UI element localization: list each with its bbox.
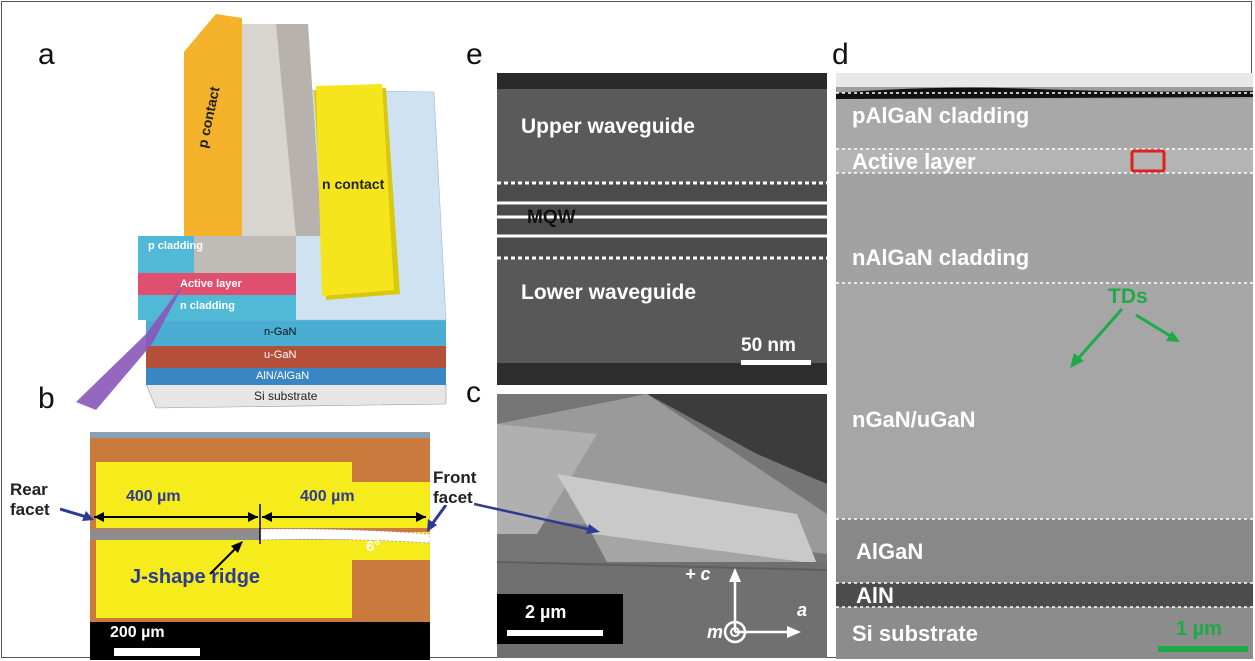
axis-a-label: a (797, 600, 808, 620)
panel-a-schematic: p contact n contact p cladding Active la… (76, 4, 456, 410)
panel-d-cross-section: pAlGaN cladding Active layer nAlGaN clad… (836, 73, 1253, 659)
aln-layer (146, 367, 446, 385)
region-marker (1130, 149, 1166, 173)
panel-label-b: b (38, 382, 55, 415)
layer-label-2: nAlGaN cladding (852, 245, 1030, 270)
front-facet-arrow (427, 505, 448, 532)
active-layer-block (138, 272, 296, 295)
axis-m-label: m (707, 622, 724, 642)
scale-label-c: 2 µm (525, 602, 567, 622)
ugan-layer (146, 345, 446, 368)
layer-label-0: pAlGaN cladding (852, 103, 1030, 128)
device-schematic (76, 14, 447, 410)
ugan-label: u-GaN (264, 349, 297, 361)
rear-facet-arrow (60, 507, 94, 521)
ridge-top (557, 474, 817, 564)
sem-facet-image (497, 394, 827, 658)
ridge-label: J-shape ridge (130, 566, 261, 588)
tem-image (497, 73, 827, 385)
panel-b-micrograph: 400 µm 400 µm 6° J-shape ridge 200 µm (90, 432, 430, 660)
n-contact-pad (316, 84, 394, 296)
scale-bar-e (741, 360, 811, 365)
panel-label-c: c (466, 376, 481, 409)
axis-c-label: + c (685, 564, 711, 584)
mqw-label: MQW (527, 207, 576, 228)
scale-bar-c (507, 630, 603, 636)
aln-algan-label: AlN/AlGaN (256, 370, 310, 382)
lower-waveguide-label: Lower waveguide (521, 281, 697, 304)
rear-facet-label: Rear facet (10, 480, 50, 519)
scale-label-e: 50 nm (741, 335, 796, 356)
p-contact-pad (184, 14, 242, 236)
panel-c-sem: + c a m 2 µm (497, 394, 827, 658)
upper-contact-pad (96, 462, 430, 528)
ngan-label: n-GaN (264, 326, 297, 338)
tds-label: TDs (1108, 285, 1148, 308)
panel-label-d: d (832, 38, 849, 71)
panel-label-e: e (466, 38, 483, 71)
ngan-layer (146, 320, 446, 346)
chip-top-view (90, 432, 430, 656)
scale-bar-d (1158, 646, 1248, 652)
front-facet-sem-arrow (474, 502, 600, 534)
layer-label-1: Active layer (852, 149, 976, 174)
panel-e-tem: Upper waveguide MQW Lower waveguide 50 n… (497, 73, 827, 385)
scale-label-d: 1 µm (1176, 618, 1222, 640)
p-cladding-label: p cladding (148, 240, 203, 252)
scale-bar-b (114, 648, 200, 656)
layer-label-5: AlN (856, 583, 894, 608)
active-layer-label: Active layer (180, 278, 242, 290)
laser-beam (76, 280, 186, 410)
layer-label-6: Si substrate (852, 621, 978, 646)
layer-label-4: AlGaN (856, 539, 924, 564)
panel-label-a: a (38, 38, 55, 71)
len-front-label: 400 µm (300, 488, 355, 505)
layer-label-3: nGaN/uGaN (852, 407, 976, 432)
upper-waveguide-label: Upper waveguide (521, 115, 695, 138)
n-contact-label: n contact (322, 176, 385, 192)
lower-contact-pad (96, 532, 430, 618)
p-cladding-block (138, 236, 194, 273)
front-facet-label: Front facet (433, 468, 477, 507)
cross-section-image (836, 73, 1253, 659)
len-rear-label: 400 µm (126, 488, 181, 505)
scale-label-b: 200 µm (110, 624, 165, 641)
angle-label: 6° (366, 538, 381, 555)
n-cladding-label: n cladding (180, 300, 235, 312)
si-substrate-label: Si substrate (254, 389, 318, 403)
